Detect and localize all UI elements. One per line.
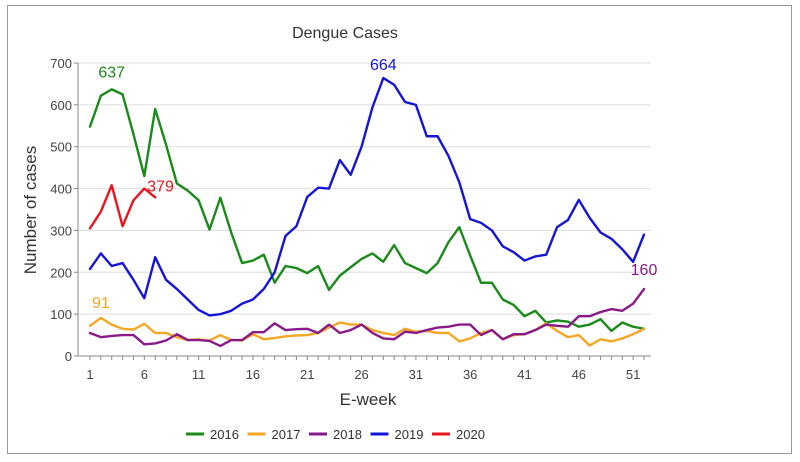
legend-label: 2019 (395, 427, 424, 442)
x-tick-label: 6 (141, 367, 148, 382)
data-annotations: 637 91 160 664 379 (92, 57, 657, 312)
y-tick-label: 400 (50, 182, 72, 197)
series-line-2018 (88, 287, 646, 348)
annotation-2018: 160 (631, 262, 658, 279)
series-line-2016 (88, 88, 646, 333)
x-tick-label: 11 (192, 367, 206, 382)
series-lines (88, 76, 646, 348)
y-tick-label: 700 (50, 56, 72, 71)
legend: 2016 2017 2018 2019 2020 (186, 427, 485, 442)
legend-item-2018[interactable]: 2018 (309, 427, 362, 442)
legend-label: 2018 (333, 427, 362, 442)
y-tick-label: 100 (50, 307, 72, 322)
y-tick-label: 200 (50, 265, 72, 280)
y-tick-label: 600 (50, 98, 72, 113)
chart-frame (7, 5, 792, 454)
legend-item-2019[interactable]: 2019 (370, 427, 424, 442)
x-axis-label: E-week (340, 390, 397, 409)
annotation-2016: 637 (98, 64, 125, 81)
y-tick-label: 300 (50, 223, 72, 238)
legend-label: 2020 (456, 427, 485, 442)
y-tick-label: 500 (50, 140, 72, 155)
y-axis-label: Number of cases (21, 146, 40, 275)
legend-item-2020[interactable]: 2020 (432, 427, 485, 442)
y-tick-label: 0 (65, 349, 72, 364)
legend-label: 2017 (272, 427, 301, 442)
x-tick-label: 26 (354, 367, 368, 382)
gridlines (78, 62, 651, 315)
legend-item-2017[interactable]: 2017 (247, 427, 301, 442)
annotation-2017: 91 (92, 295, 110, 312)
annotation-2020: 379 (147, 178, 174, 195)
x-tick-label: 41 (517, 367, 531, 382)
x-tick-label: 36 (463, 367, 477, 382)
x-tick-label: 46 (572, 367, 586, 382)
series-line-2019 (88, 76, 646, 317)
legend-label: 2016 (210, 427, 239, 442)
x-tick-label: 21 (300, 367, 314, 382)
x-tick-label: 31 (409, 367, 423, 382)
x-tick-label: 16 (246, 367, 260, 382)
series-line-2020 (88, 184, 157, 230)
legend-item-2016[interactable]: 2016 (186, 427, 239, 442)
chart-title: Dengue Cases (292, 25, 398, 42)
x-tick-label: 1 (86, 367, 93, 382)
x-tick-label: 51 (626, 367, 640, 382)
annotation-2019: 664 (370, 57, 397, 74)
